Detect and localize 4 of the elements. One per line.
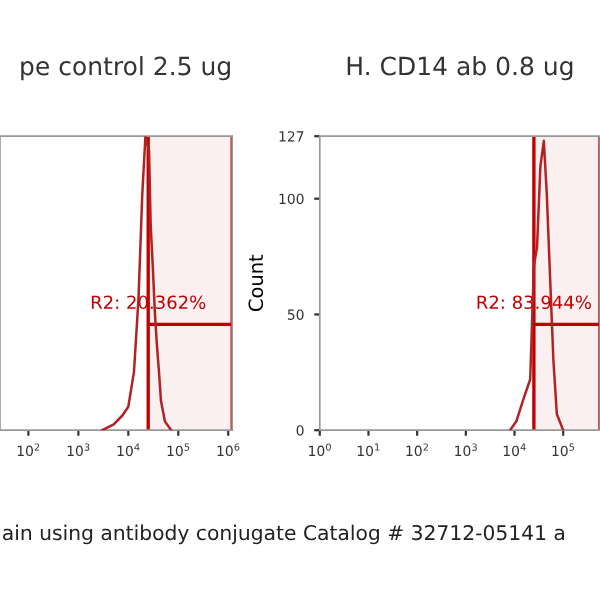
chart-title: H. CD14 ab 0.8 ug <box>347 56 573 81</box>
chart-title: pe control 2.5 ug <box>21 56 230 81</box>
text: ain using antibody conjugate Catalog # 32712-05141 a <box>3 524 565 545</box>
y-axis-title: Count <box>248 254 264 311</box>
